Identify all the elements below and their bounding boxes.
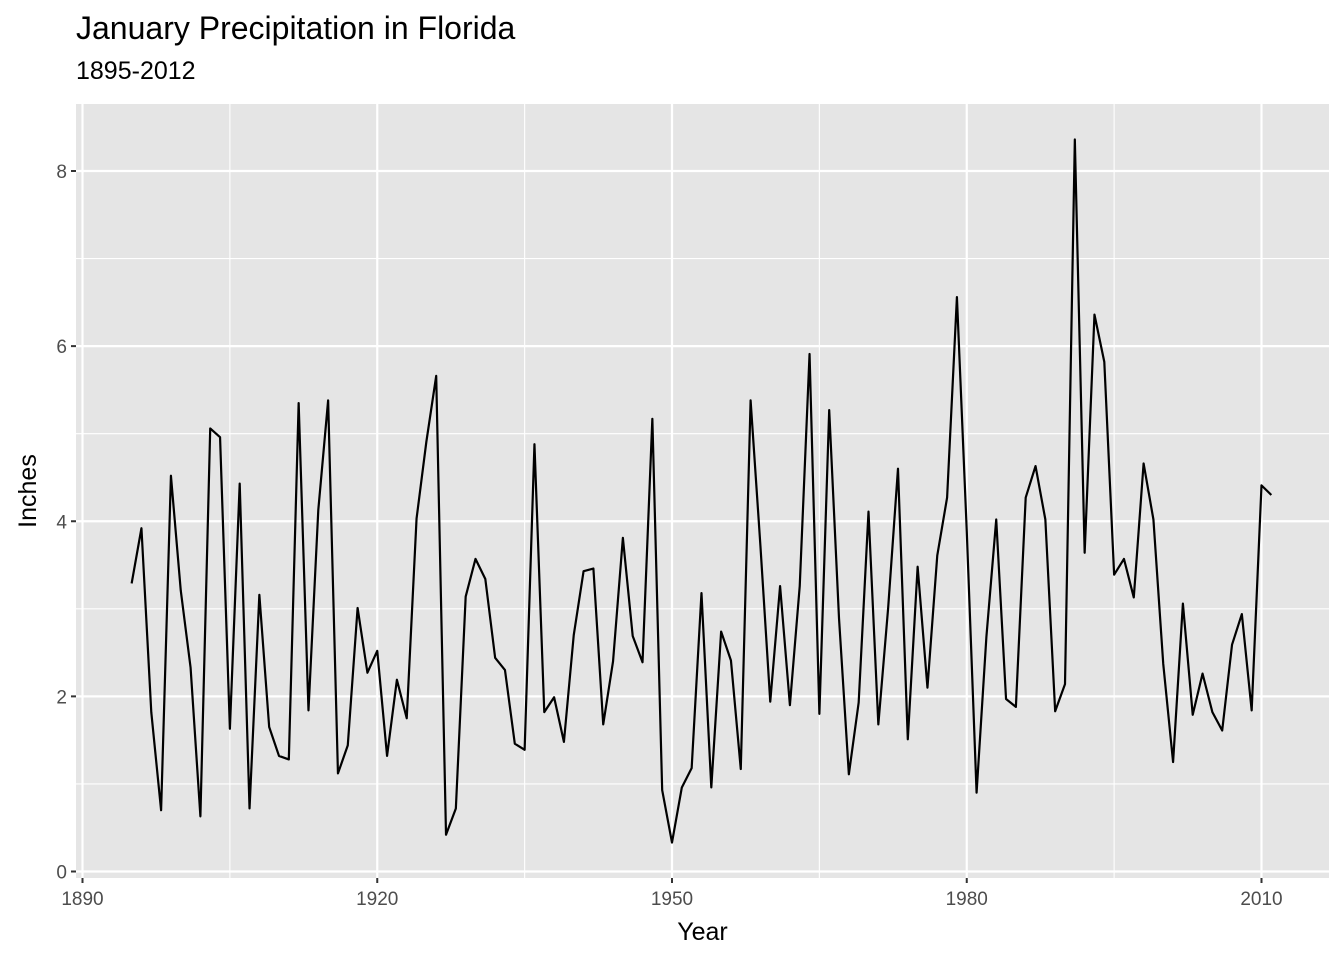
- y-tick-label: 4: [56, 512, 67, 533]
- x-tick-label: 1950: [651, 889, 693, 910]
- x-tick-label: 2010: [1240, 889, 1282, 910]
- x-tick-label: 1980: [946, 889, 988, 910]
- minor-gridlines: [76, 104, 1329, 878]
- precipitation-line: [130, 138, 1273, 844]
- y-tick-label: 0: [56, 863, 67, 884]
- x-axis: 1890 1920 1950 1980 2010: [61, 878, 1283, 910]
- y-axis-title: Inches: [14, 454, 42, 528]
- chart-subtitle: 1895-2012: [76, 57, 196, 85]
- y-tick-label: 8: [56, 162, 67, 183]
- chart-title: January Precipitation in Florida: [76, 10, 516, 46]
- x-tick-label: 1920: [356, 889, 398, 910]
- y-axis: 0 2 4 6 8: [56, 162, 76, 884]
- major-gridlines: [76, 104, 1329, 878]
- y-tick-label: 2: [56, 687, 67, 708]
- y-tick-label: 6: [56, 337, 67, 358]
- x-tick-label: 1890: [61, 889, 103, 910]
- x-axis-title: Year: [677, 918, 728, 946]
- plot-panel: [76, 104, 1329, 878]
